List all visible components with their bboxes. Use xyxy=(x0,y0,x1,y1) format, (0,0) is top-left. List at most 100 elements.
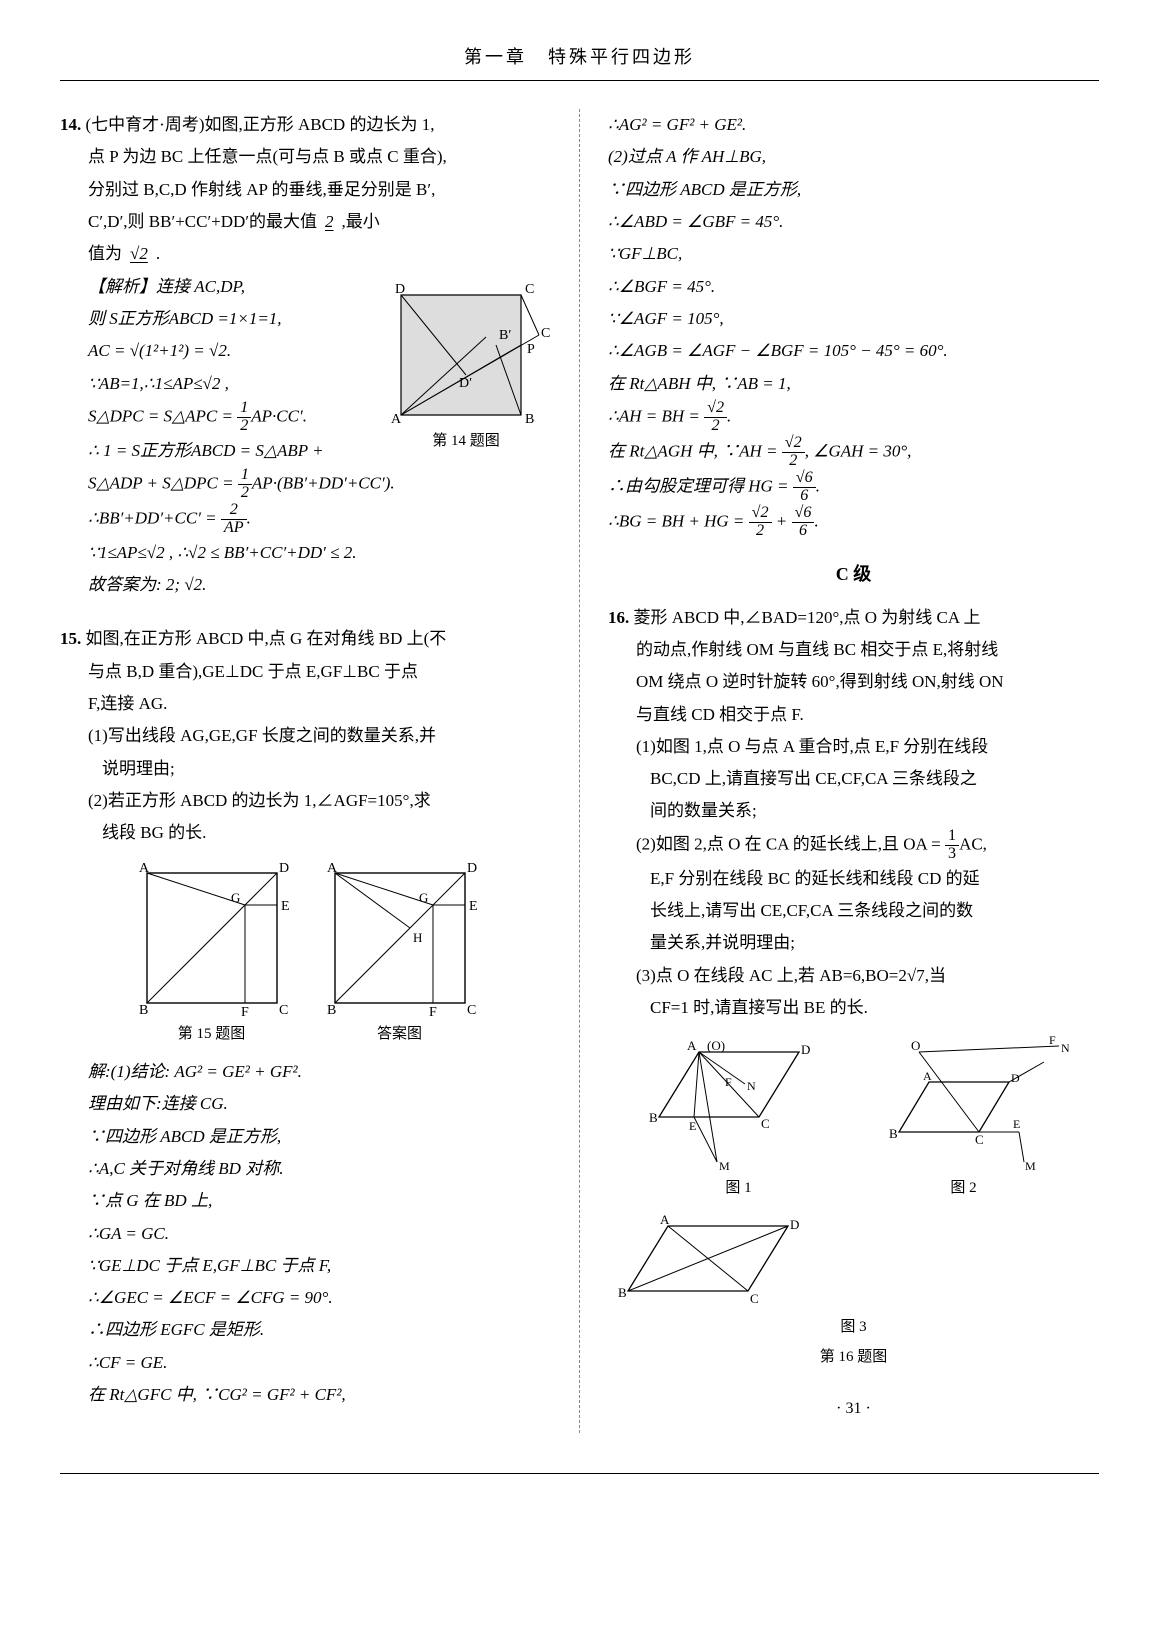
svg-text:D: D xyxy=(279,861,289,876)
solution-line: 故答案为: 2; √2. xyxy=(60,569,551,601)
solution-line: ∴BG = BH + HG = √22 + √66. xyxy=(608,505,1099,540)
problem-text: 菱形 ABCD 中,∠BAD=120°,点 O 为射线 CA 上 xyxy=(634,608,981,627)
svg-text:E: E xyxy=(469,899,478,914)
solution-line: ∴四边形 EGFC 是矩形. xyxy=(60,1314,551,1346)
subquestion: (2)若正方形 ABCD 的边长为 1,∠AGF=105°,求 xyxy=(60,785,551,817)
subquestion: 间的数量关系; xyxy=(608,795,1099,827)
solution-line: ∵点 G 在 BD 上, xyxy=(60,1185,551,1217)
svg-text:D: D xyxy=(395,282,405,297)
right-column: ∴AG² = GF² + GE². (2)过点 A 作 AH⊥BG, ∵四边形 … xyxy=(608,109,1099,1433)
solution-line: 在 Rt△AGH 中, ∵AH = √22, ∠GAH = 30°, xyxy=(608,435,1099,470)
problem-16: 16. 菱形 ABCD 中,∠BAD=120°,点 O 为射线 CA 上 的动点… xyxy=(608,602,1099,1372)
problem-line: 点 P 为边 BC 上任意一点(可与点 B 或点 C 重合), xyxy=(60,141,551,173)
solution-line: 在 Rt△ABH 中, ∵AB = 1, xyxy=(608,368,1099,400)
subquestion: (1)写出线段 AG,GE,GF 长度之间的数量关系,并 xyxy=(60,720,551,752)
problem-line: C′,D′,则 BB′+CC′+DD′的最大值2,最小 xyxy=(60,206,551,238)
solution-line: ∴GA = GC. xyxy=(60,1218,551,1250)
solution-line: ∴由勾股定理可得 HG = √66. xyxy=(608,470,1099,505)
svg-text:C: C xyxy=(279,1003,288,1018)
chapter-header: 第一章 特殊平行四边形 xyxy=(60,40,1099,81)
problem-number: 16. xyxy=(608,608,629,627)
problem-line: F,连接 AG. xyxy=(60,688,551,720)
solution-line: ∴AH = BH = √22. xyxy=(608,400,1099,435)
subquestion: 说明理由; xyxy=(60,753,551,785)
svg-text:G: G xyxy=(419,890,428,905)
svg-text:D: D xyxy=(467,861,477,876)
svg-text:F: F xyxy=(1049,1033,1056,1047)
solution-line: 理由如下:连接 CG. xyxy=(60,1088,551,1120)
answer-blank: 2 xyxy=(317,212,342,231)
solution-line: ∵GE⊥DC 于点 E,GF⊥BC 于点 F, xyxy=(60,1250,551,1282)
figure-15-left: A D G E B F C xyxy=(127,858,297,1018)
svg-text:M: M xyxy=(719,1159,730,1172)
problem-line: 与直线 CD 相交于点 F. xyxy=(608,699,1099,731)
svg-text:B: B xyxy=(889,1126,898,1141)
figure-16-2: O F N A D B C E M xyxy=(859,1032,1069,1172)
column-divider xyxy=(579,109,580,1433)
figures-15: A D G E B F C 第 15 题图 xyxy=(60,858,551,1049)
subquestion: BC,CD 上,请直接写出 CE,CF,CA 三条线段之 xyxy=(608,763,1099,795)
svg-text:E: E xyxy=(281,899,290,914)
svg-text:D: D xyxy=(790,1217,799,1232)
solution-line: ∴BB′+DD′+CC′ = 2AP. xyxy=(60,502,551,537)
svg-text:N: N xyxy=(747,1079,756,1093)
subquestion: (3)点 O 在线段 AC 上,若 AB=6,BO=2√7,当 xyxy=(608,960,1099,992)
figure-15-right: A D G E H B F C xyxy=(315,858,485,1018)
solution-line: ∴∠ABD = ∠GBF = 45°. xyxy=(608,206,1099,238)
svg-text:B: B xyxy=(327,1003,336,1018)
figure-14: D C C′ P B′ D′ A B 第 14 题图 xyxy=(381,275,551,456)
subquestion: (1)如图 1,点 O 与点 A 重合时,点 E,F 分别在线段 xyxy=(608,731,1099,763)
problem-15: 15. 如图,在正方形 ABCD 中,点 G 在对角线 BD 上(不 与点 B,… xyxy=(60,623,551,1411)
problem-line: 值为√2. xyxy=(60,238,551,270)
figure-caption: 图 3 xyxy=(608,1313,1099,1342)
figure-caption: 第 14 题图 xyxy=(381,427,551,456)
svg-text:A: A xyxy=(923,1069,932,1083)
svg-text:G: G xyxy=(231,890,240,905)
figure-caption: 第 15 题图 xyxy=(127,1020,297,1049)
svg-text:A: A xyxy=(139,861,150,876)
problem-line: OM 绕点 O 逆时针旋转 60°,得到射线 ON,射线 ON xyxy=(608,666,1099,698)
figure-caption: 答案图 xyxy=(315,1020,485,1049)
svg-text:D′: D′ xyxy=(459,376,472,391)
svg-text:E: E xyxy=(689,1119,696,1133)
solution-line: ∴A,C 关于对角线 BD 对称. xyxy=(60,1153,551,1185)
subquestion: 线段 BG 的长. xyxy=(60,817,551,849)
svg-text:C: C xyxy=(525,282,534,297)
solution-line: ∵GF⊥BC, xyxy=(608,238,1099,270)
solution-line: S△ADP + S△DPC = 12AP·(BB′+DD′+CC′). xyxy=(60,467,551,502)
solution-line: ∴CF = GE. xyxy=(60,1347,551,1379)
solution-line: ∵四边形 ABCD 是正方形, xyxy=(608,174,1099,206)
svg-text:B: B xyxy=(649,1110,658,1125)
subquestion: 长线上,请写出 CE,CF,CA 三条线段之间的数 xyxy=(608,895,1099,927)
svg-text:F: F xyxy=(429,1005,437,1018)
solution-line: ∴∠AGB = ∠AGF − ∠BGF = 105° − 45° = 60°. xyxy=(608,335,1099,367)
svg-text:(O): (O) xyxy=(707,1038,725,1053)
svg-text:A: A xyxy=(660,1212,670,1227)
svg-text:M: M xyxy=(1025,1159,1036,1172)
svg-text:C: C xyxy=(467,1003,476,1018)
problem-line: 的动点,作射线 OM 与直线 BC 相交于点 E,将射线 xyxy=(608,634,1099,666)
svg-text:A: A xyxy=(327,861,338,876)
svg-text:P: P xyxy=(527,342,535,357)
problem-number: 14. xyxy=(60,115,81,134)
solution-line: ∵∠AGF = 105°, xyxy=(608,303,1099,335)
figure-16-3-wrap: A D B C 图 3 第 16 题图 xyxy=(608,1211,1099,1372)
solution-line: 在 Rt△GFC 中, ∵CG² = GF² + CF², xyxy=(60,1379,551,1411)
svg-text:B: B xyxy=(139,1003,148,1018)
figure-caption: 图 1 xyxy=(639,1174,839,1203)
svg-text:B: B xyxy=(525,412,534,425)
svg-text:D: D xyxy=(801,1042,810,1057)
subquestion: E,F 分别在线段 BC 的延长线和线段 CD 的延 xyxy=(608,863,1099,895)
solution-line: ∴∠GEC = ∠ECF = ∠CFG = 90°. xyxy=(60,1282,551,1314)
problem-text: (七中育才·周考)如图,正方形 ABCD 的边长为 1, xyxy=(86,115,435,134)
problem-line: 与点 B,D 重合),GE⊥DC 于点 E,GF⊥BC 于点 xyxy=(60,656,551,688)
answer-blank: √2 xyxy=(122,244,156,263)
svg-text:C′: C′ xyxy=(541,326,551,341)
figure-caption-main: 第 16 题图 xyxy=(608,1343,1099,1372)
svg-text:H: H xyxy=(413,930,422,945)
figure-16-3: A D B C xyxy=(608,1211,818,1311)
figure-16-1: A (O) D F N B E C M xyxy=(639,1032,839,1172)
subquestion: 量关系,并说明理由; xyxy=(608,927,1099,959)
problem-line: 分别过 B,C,D 作射线 AP 的垂线,垂足分别是 B′, xyxy=(60,174,551,206)
section-c-heading: C 级 xyxy=(608,557,1099,591)
